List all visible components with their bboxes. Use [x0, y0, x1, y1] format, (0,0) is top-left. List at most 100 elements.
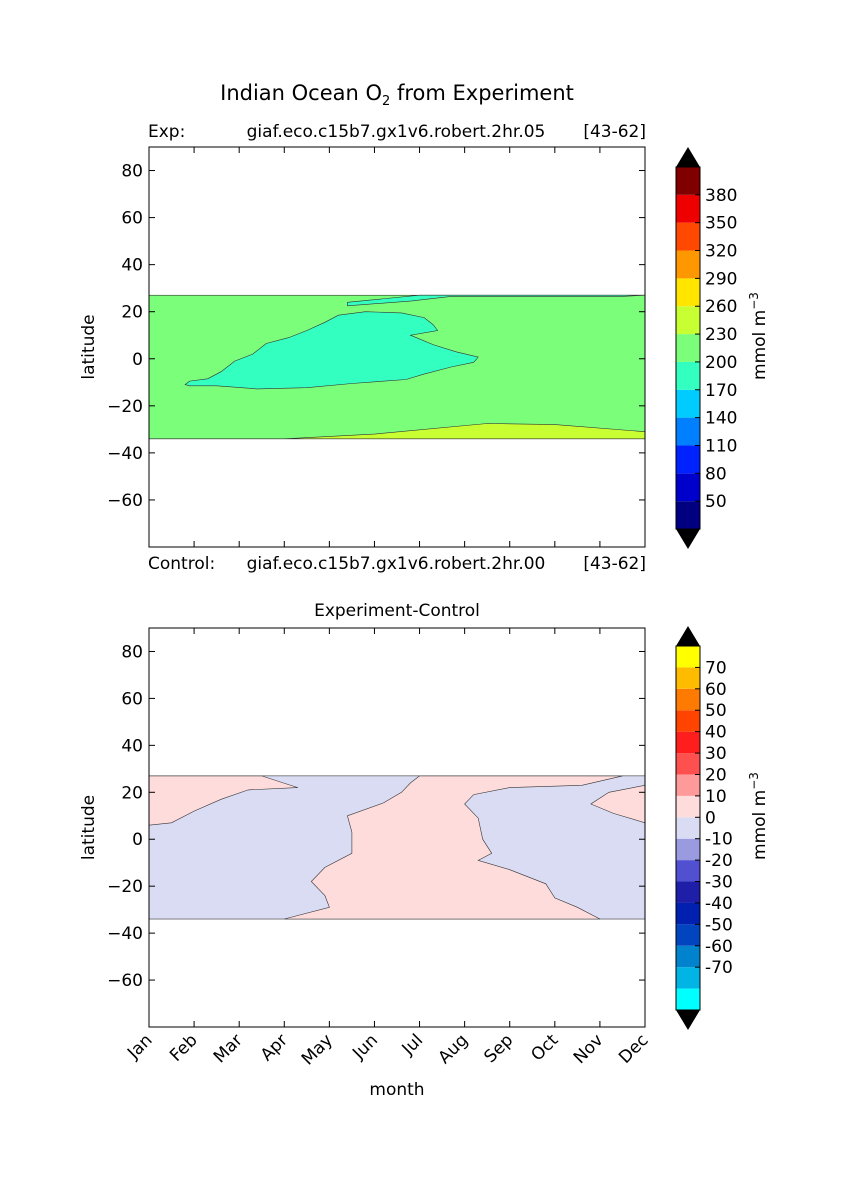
colorbar-tick-label: 350	[705, 214, 737, 234]
colorbar-segment	[676, 731, 700, 754]
colorbar-segment	[676, 646, 700, 668]
colorbar-segment	[676, 881, 700, 903]
axes-frame	[148, 146, 646, 548]
y-tick-label: 60	[121, 209, 143, 229]
colorbar-tick-label: 260	[705, 297, 737, 317]
colorbar-tick-label: 200	[705, 353, 737, 373]
colorbar-tick-label: 20	[705, 765, 727, 785]
y-tick-label: 80	[121, 162, 143, 182]
exp-label: Exp:	[148, 122, 185, 142]
x-tick-label: Apr	[257, 1030, 292, 1065]
colorbar-tick-label: -10	[705, 830, 733, 850]
colorbar-segment	[676, 924, 700, 946]
control-years: [43-62]	[583, 554, 646, 574]
colorbar-tick-label: -40	[705, 894, 733, 914]
colorbar-segment	[676, 334, 700, 362]
x-tick-label: May	[298, 1030, 337, 1069]
colorbar-label-main: mmol m	[750, 790, 770, 860]
y-tick-label: 0	[132, 350, 143, 370]
colorbar-segment	[676, 838, 700, 861]
colorbar-extend-max	[676, 626, 700, 646]
colorbar-label-main: mmol m	[750, 310, 770, 380]
y-tick-label: −40	[107, 444, 143, 464]
colorbar-segment	[676, 817, 700, 839]
contour-region-170_200-3	[347, 294, 645, 307]
y-tick-label: 80	[121, 642, 143, 662]
figure-title-main: Indian Ocean O	[220, 81, 382, 105]
colorbar-tick-label: 170	[705, 381, 737, 401]
colorbar-label-sup: −3	[747, 292, 761, 310]
colorbar-segment	[676, 250, 700, 279]
colorbar-segment	[676, 473, 700, 502]
y-tick-label: 20	[121, 783, 143, 803]
y-tick-label: −20	[107, 877, 143, 897]
colorbar-tick-label: 50	[705, 701, 727, 721]
colorbar-tick-label: 50	[705, 492, 727, 512]
colorbar-tick-label: 140	[705, 409, 737, 429]
y-axis-label: latitude	[79, 314, 99, 379]
colorbar-segment	[676, 710, 700, 732]
colorbar-segment	[676, 902, 700, 925]
colorbar-segment	[676, 167, 700, 195]
exp-years: [43-62]	[583, 122, 646, 142]
colorbar-segment	[676, 194, 700, 223]
colorbar-segment	[676, 753, 700, 775]
contour-regions	[149, 294, 645, 440]
colorbar-segment	[676, 860, 700, 882]
colorbar-segment	[676, 222, 700, 251]
colorbar-label-sup: −3	[747, 772, 761, 790]
colorbar-tick-label: -50	[705, 915, 733, 935]
colorbar-segment	[676, 945, 700, 968]
colorbar-segment	[676, 417, 700, 446]
contour-region-230_260-1	[149, 423, 645, 440]
colorbar-segment	[676, 667, 700, 689]
x-tick-label: Feb	[166, 1030, 201, 1065]
colorbar-tick-label: 380	[705, 186, 737, 206]
x-tick-label: Sep	[480, 1030, 517, 1067]
x-tick-label: Mar	[210, 1030, 247, 1067]
colorbar-label: mmol m−3	[747, 772, 770, 860]
x-axis-label: month	[369, 1080, 424, 1100]
x-tick-label: Jun	[348, 1030, 382, 1064]
y-tick-label: −60	[107, 491, 143, 511]
x-tick-label: Nov	[570, 1030, 608, 1068]
colorbar-segment	[676, 445, 700, 474]
contour-region-0_10-3	[590, 784, 645, 824]
colorbar-segment	[676, 795, 700, 818]
top-panel: 80 60 40 20 0 −20 −40 −60 latitude	[79, 146, 646, 548]
colorbar-tick-label: 230	[705, 325, 737, 345]
top-colorbar: 380 350 320 290 260 230 200 170 140 110 80 50 mmol m…	[675, 147, 770, 549]
control-label: Control:	[148, 554, 215, 574]
control-run-name: giaf.eco.c15b7.gx1v6.robert.2hr.00	[247, 554, 546, 574]
colorbar-frame	[675, 645, 701, 1011]
figure-title: Indian Ocean O2 from Experiment	[220, 81, 574, 109]
x-tick-label: Jul	[398, 1030, 427, 1059]
colorbar-tick-label: 60	[705, 680, 727, 700]
colorbar-extend-min	[676, 1010, 700, 1030]
y-axis-label: latitude	[79, 795, 99, 860]
colorbar-tick-label: 70	[705, 658, 727, 678]
colorbar-tick-label: 80	[705, 464, 727, 484]
colorbar-tick-label: -60	[705, 937, 733, 957]
contour-regions	[149, 775, 645, 920]
colorbar-segment	[676, 988, 700, 1010]
colorbar-segment	[676, 278, 700, 307]
exp-run-name: giaf.eco.c15b7.gx1v6.robert.2hr.05	[247, 122, 546, 142]
colorbar-tick-label: 30	[705, 744, 727, 764]
figure-title-subscript: 2	[382, 94, 390, 109]
colorbar-tick-label: -70	[705, 958, 733, 978]
x-tick-label: Jan	[123, 1030, 156, 1063]
y-tick-label: 20	[121, 303, 143, 323]
colorbar-segment	[676, 688, 700, 711]
axes-frame	[148, 627, 646, 1028]
diff-panel-title: Experiment-Control	[314, 601, 480, 621]
colorbar-segment	[676, 774, 700, 796]
colorbar-segment	[676, 361, 700, 390]
colorbar-tick-label: 0	[705, 808, 716, 828]
y-tick-label: −20	[107, 397, 143, 417]
colorbar-segment	[676, 306, 700, 335]
x-tick-label: Dec	[615, 1030, 652, 1067]
figure-title-rest: from Experiment	[390, 81, 574, 105]
